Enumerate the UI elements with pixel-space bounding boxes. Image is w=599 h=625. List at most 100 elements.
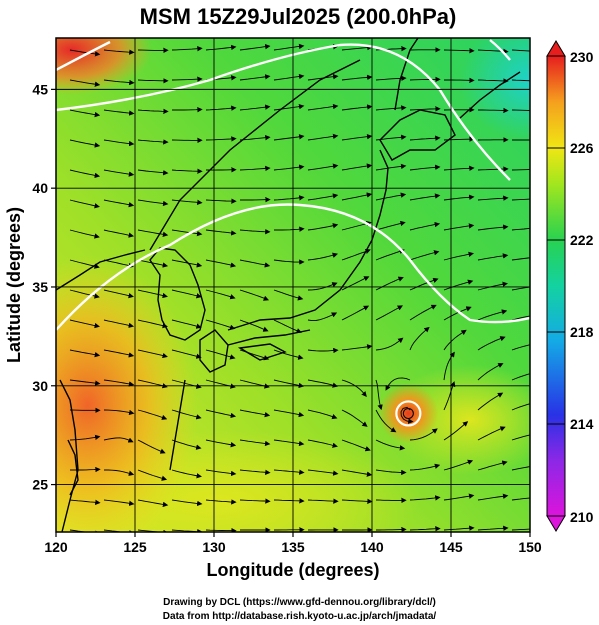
credit-drawing: Drawing by DCL (https://www.gfd-dennou.o… [163,597,436,608]
streamline [375,276,404,291]
streamline [307,469,339,476]
streamline [375,439,406,451]
streamline [478,107,509,114]
streamline [409,135,441,141]
streamline [239,229,271,235]
coastline-china [56,249,146,532]
streamline [341,248,371,261]
streamline [137,199,169,207]
streamline [273,349,304,360]
streamline [341,498,373,505]
streamline [443,421,469,441]
streamline [171,319,202,329]
streamline [409,106,441,112]
streamline [205,229,237,236]
streamline [137,259,169,268]
contour-226 [56,43,511,181]
streamline [375,379,383,411]
streamline [511,497,530,501]
streamline [443,329,467,351]
streamline [409,250,440,261]
streamline [69,229,100,239]
streamline [409,463,441,471]
streamline [239,104,271,111]
streamline [274,226,305,232]
plot-area [56,38,530,532]
streamline [273,134,305,141]
streamline [69,49,101,57]
streamline [409,76,441,83]
typhoon-contour-ring [395,400,422,427]
streamline [103,49,135,55]
streamline [375,163,407,171]
streamline [205,409,237,419]
streamline [273,439,305,447]
coastline-korea [149,247,206,341]
streamline [103,349,135,358]
streamline [385,377,411,391]
streamline [443,279,474,291]
streamline [69,259,100,269]
streamline [69,169,101,179]
streamline [511,79,530,82]
streamline [307,103,339,111]
streamline [400,406,414,424]
streamline [171,46,203,52]
streamline [375,248,405,261]
streamline [341,344,373,351]
streamline [103,109,135,116]
streamline [103,199,135,208]
streamline [205,469,237,477]
streamline [341,409,368,427]
streamline [443,48,475,54]
streamline [103,289,134,299]
streamline [239,469,271,475]
streamline [477,363,504,381]
streamline [511,49,530,52]
y-tick-label: 30 [32,378,48,394]
streamline [137,139,169,145]
colorbar-tick-label: 214 [570,416,594,432]
x-axis-label: Longitude (degrees) [206,560,379,580]
streamline [477,309,508,321]
streamline [273,498,305,504]
streamline [341,74,373,81]
colorbar-tick-label: 210 [570,509,594,525]
streamline [239,349,270,361]
streamline [409,304,437,321]
streamline [375,192,407,201]
coastline-taiwan [67,439,79,496]
streamline [477,426,506,441]
streamline [341,469,373,477]
streamline [137,379,168,389]
coastline-shikoku [237,343,287,361]
colorbar-bottom-arrow [546,515,566,532]
streamline [443,194,475,201]
streamline [171,469,202,479]
streamline [205,289,236,300]
x-axis-ticks: 120 125 130 135 140 145 150 [44,532,542,555]
streamline [341,305,370,321]
typhoon-center-marker [395,400,422,427]
streamline [171,499,203,507]
streamline [307,498,339,504]
x-tick-label: 150 [518,539,542,555]
streamline [443,525,475,531]
streamline [443,223,475,231]
streamline [341,439,371,452]
streamline [307,73,339,81]
streamline [172,106,203,113]
streamline [171,229,203,237]
streamline [511,528,530,531]
streamline [477,493,509,501]
streamline [205,44,237,51]
x-tick-label: 120 [44,539,68,555]
streamline [205,259,237,268]
streamline [69,434,101,441]
streamline [137,439,166,454]
streamline [103,319,135,329]
streamline [137,499,169,508]
streamline [205,439,237,448]
streamline [375,105,407,111]
streamline [307,193,339,201]
